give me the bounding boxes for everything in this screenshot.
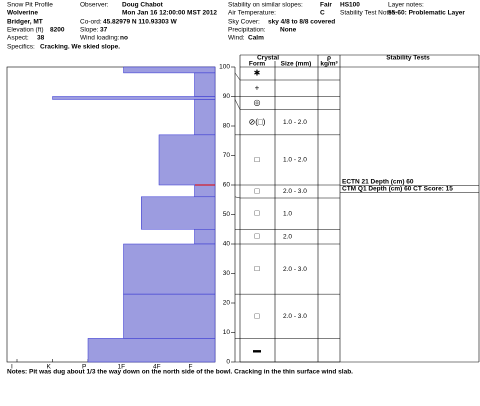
field-value: None xyxy=(280,27,297,34)
field-label: Aspect: xyxy=(7,35,29,42)
field-value: Fair xyxy=(320,2,332,9)
size-header: Size (mm) xyxy=(281,61,312,68)
hardness-bar xyxy=(123,243,216,295)
grain-form: □ xyxy=(255,232,260,241)
y-tick-label: 60 xyxy=(223,182,231,189)
stability-test: CTM Q1 Depth (cm) 60 CT Score: 15 xyxy=(342,186,453,193)
y-tick-label: 100 xyxy=(219,64,230,71)
grain-form: □ xyxy=(255,187,260,196)
x-tick-label: F xyxy=(189,364,193,371)
y-tick-label: 80 xyxy=(223,123,231,130)
tests-header: Stability Tests xyxy=(386,55,430,62)
field-label: Snow Pit Profile xyxy=(7,2,53,9)
field-label: Slope: xyxy=(80,27,99,34)
x-tick-label: P xyxy=(82,364,86,371)
hardness-bar xyxy=(158,134,216,186)
field-value: 45.82979 N 110.93303 W xyxy=(103,19,178,26)
x-tick-label: K xyxy=(47,364,52,371)
y-tick-label: 70 xyxy=(223,152,231,159)
y-tick-label: 20 xyxy=(223,300,231,307)
y-tick-label: 0 xyxy=(226,359,230,366)
grain-form: □ xyxy=(255,209,260,218)
field-value: HS100 xyxy=(340,2,360,9)
field-label: Wind loading: xyxy=(80,35,120,42)
grain-form: + xyxy=(255,83,260,92)
y-tick-label: 30 xyxy=(223,270,231,277)
grain-size: 1.0 xyxy=(283,210,292,217)
connector xyxy=(234,196,241,199)
density-unit: kg/m³ xyxy=(320,61,338,68)
grain-form: ✱ xyxy=(254,69,261,78)
grain-size: 2.0 - 3.0 xyxy=(283,188,307,195)
grain-size: 2.0 - 3.0 xyxy=(283,313,307,320)
stability-test: ECTN 21 Depth (cm) 60 xyxy=(342,179,414,186)
hardness-bar xyxy=(141,196,216,230)
field-value: Cracking. We skied slope. xyxy=(40,44,120,51)
x-tick-label: 4F xyxy=(153,364,161,371)
hardness-bar xyxy=(52,96,216,100)
grain-size: 2.0 xyxy=(283,233,292,240)
hardness-bar xyxy=(194,99,216,136)
grain-form: □ xyxy=(255,155,260,164)
field-label: Co-ord: xyxy=(80,19,102,26)
field-value: Doug Chabot xyxy=(122,2,164,9)
y-tick-label: 40 xyxy=(223,241,231,248)
x-tick-label: I xyxy=(11,364,13,371)
y-tick-label: 10 xyxy=(223,329,231,336)
field-label: Observer: xyxy=(80,2,109,9)
field-value: C xyxy=(320,10,325,17)
field-value: 37 xyxy=(100,27,108,34)
x-tick-label: 1F xyxy=(118,364,126,371)
y-tick-label: 90 xyxy=(223,93,231,100)
hardness-bar xyxy=(194,184,216,198)
grain-form: □ xyxy=(255,264,260,273)
grain-size: 1.0 - 2.0 xyxy=(283,119,307,126)
hardness-bar xyxy=(194,72,216,97)
field-label: Air Temperature: xyxy=(228,10,276,17)
field-label: Sky Cover: xyxy=(228,19,260,26)
field-label: Stability on similar slopes: xyxy=(228,2,303,9)
grain-size: 2.0 - 3.0 xyxy=(283,266,307,273)
field-value: 38 xyxy=(37,35,45,42)
field-label: Elevation (ft) xyxy=(7,27,44,34)
field-value: Calm xyxy=(248,35,264,42)
density-header: ρ xyxy=(327,55,331,62)
hardness-bar xyxy=(194,229,216,245)
field-value: no xyxy=(120,35,128,42)
grain-form: ⊘(□) xyxy=(249,117,266,126)
hardness-bar xyxy=(123,66,216,74)
grain-form: □ xyxy=(255,311,260,320)
field-label: Precipitation: xyxy=(228,27,266,34)
field-label: Stability Test Notes: xyxy=(340,10,397,17)
connector xyxy=(234,72,241,81)
field-value: Mon Jan 16 12:00:00 MST 2012 xyxy=(122,10,217,17)
field-value: Wolverine xyxy=(7,10,38,17)
field-value: 8200 xyxy=(50,27,65,34)
hardness-bar xyxy=(123,293,216,339)
crystal-header: Crystal xyxy=(257,55,279,62)
grain-form: ▬ xyxy=(253,345,261,354)
field-label: Specifics: xyxy=(7,44,35,51)
field-value: Bridger, MT xyxy=(7,19,43,26)
field-label: Wind: xyxy=(228,35,245,42)
form-header: Form xyxy=(249,61,265,68)
field-label: Layer notes: xyxy=(388,2,424,9)
notes: Notes: Pit was dug about 1/3 the way dow… xyxy=(7,369,353,376)
hardness-bar xyxy=(87,338,216,363)
grain-size: 1.0 - 2.0 xyxy=(283,157,307,164)
field-value: 55-60: Problematic Layer xyxy=(388,10,465,17)
grain-form: ◎ xyxy=(254,98,261,107)
connector xyxy=(234,99,241,110)
y-tick-label: 50 xyxy=(223,211,231,218)
field-value: sky 4/8 to 8/8 covered xyxy=(268,19,335,26)
